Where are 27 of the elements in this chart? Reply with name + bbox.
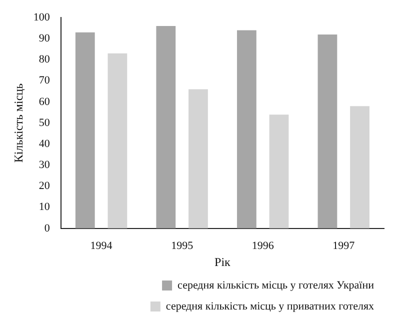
legend-label: середня кількість місць у приватних готелях [166, 300, 374, 312]
y-tick-label: 100 [33, 11, 50, 24]
bar [108, 53, 128, 228]
y-tick-label: 60 [38, 96, 50, 108]
y-tick-label: 30 [38, 159, 50, 172]
x-tick-label: 1994 [90, 240, 113, 252]
x-tick-label: 1995 [171, 240, 194, 252]
y-tick-label: 0 [44, 222, 50, 234]
bar [318, 34, 338, 228]
y-tick-label: 90 [38, 32, 50, 45]
x-tick-label: 1997 [332, 240, 356, 252]
y-tick-label: 10 [38, 201, 50, 214]
y-tick-label: 50 [38, 116, 50, 129]
bar [156, 26, 176, 228]
bar [350, 106, 370, 228]
x-axis-title: Рік [214, 254, 231, 269]
bar [75, 32, 95, 228]
bar [236, 30, 256, 228]
bar [269, 114, 289, 228]
y-tick-label: 80 [38, 54, 50, 66]
y-tick-label: 40 [38, 138, 50, 150]
legend-label: середня кількість місць у готелях України [178, 279, 374, 292]
x-tick-label: 1996 [252, 240, 274, 252]
y-tick-label: 70 [38, 74, 50, 87]
y-axis-title: Кількість місць [11, 82, 26, 163]
y-tick-label: 20 [38, 180, 50, 192]
bar [188, 89, 208, 228]
